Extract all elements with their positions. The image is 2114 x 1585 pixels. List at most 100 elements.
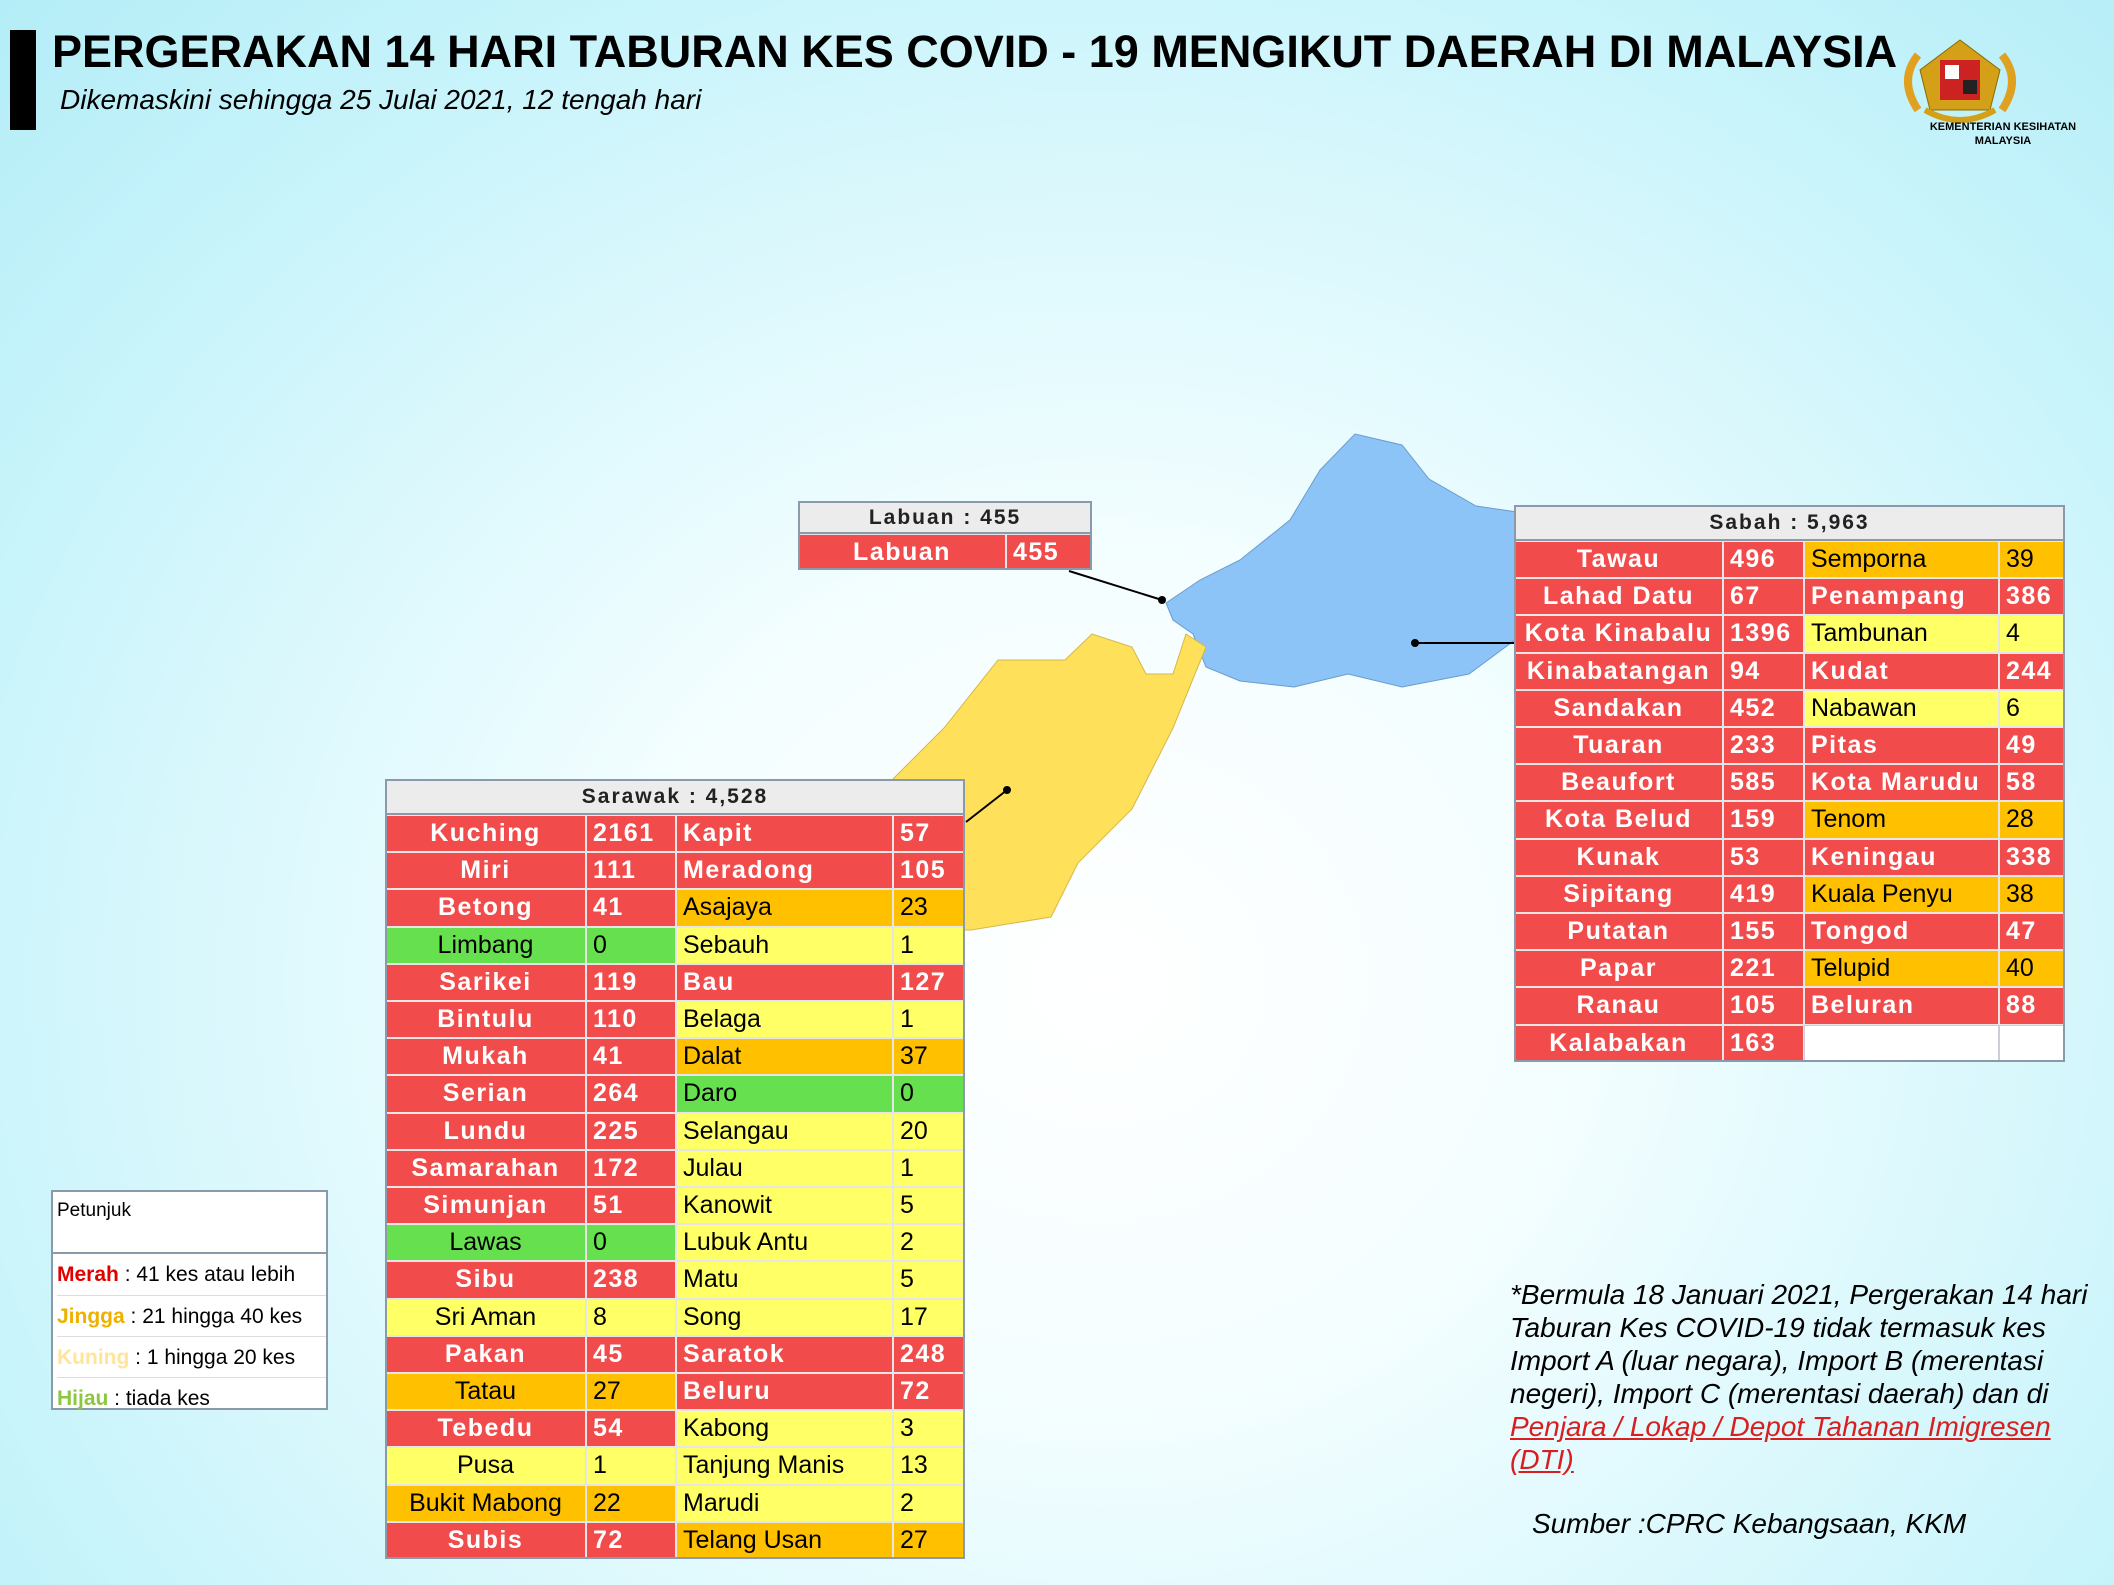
- district-name: Kota Marudu: [1804, 764, 1999, 802]
- note-line: Import A (luar negara), Import B (merent…: [1510, 1345, 2044, 1376]
- sabah-dot: [1411, 639, 1419, 647]
- district-name: Tenom: [1804, 801, 1999, 839]
- district-name: Sibu: [385, 1261, 586, 1299]
- case-count: 22: [586, 1484, 676, 1522]
- case-count: 172: [586, 1149, 676, 1187]
- table-frame: [1514, 505, 2065, 1062]
- case-count: 225: [586, 1112, 676, 1150]
- case-count: 8: [586, 1298, 676, 1336]
- legend-divider: [53, 1252, 326, 1254]
- case-count: 3: [893, 1410, 965, 1448]
- case-count: 0: [586, 926, 676, 964]
- case-count: 159: [1723, 801, 1804, 839]
- district-name: Semporna: [1804, 541, 1999, 579]
- legend-text: : 21 hingga 40 kes: [124, 1304, 303, 1328]
- district-name: Dalat: [676, 1038, 893, 1076]
- district-name: Tatau: [385, 1373, 586, 1411]
- district-name: Pusa: [385, 1447, 586, 1485]
- case-count: 27: [586, 1373, 676, 1411]
- case-count: 105: [1723, 987, 1804, 1025]
- district-name: Kunak: [1514, 838, 1723, 876]
- case-count: 419: [1723, 875, 1804, 913]
- legend-item: Kuning : 1 hingga 20 kes: [57, 1336, 326, 1378]
- district-name: Nabawan: [1804, 689, 1999, 727]
- note-line: Taburan Kes COVID-19 tidak termasuk kes: [1510, 1312, 2046, 1343]
- district-name: Telang Usan: [676, 1521, 893, 1559]
- case-count: 111: [586, 852, 676, 890]
- legend: Petunjuk Merah : 41 kes atau lebih Jingga…: [51, 1190, 328, 1410]
- district-name: Kota Belud: [1514, 801, 1723, 839]
- district-name: Asajaya: [676, 889, 893, 927]
- district-name: Bukit Mabong: [385, 1484, 586, 1522]
- district-name: Tuaran: [1514, 727, 1723, 765]
- legend-text: : 41 kes atau lebih: [118, 1262, 296, 1286]
- case-count: 45: [586, 1335, 676, 1373]
- legend-label: Kuning: [57, 1345, 130, 1369]
- district-name: Telupid: [1804, 950, 1999, 988]
- case-count: 105: [893, 852, 965, 890]
- district-name: Simunjan: [385, 1187, 586, 1225]
- district-name: Pitas: [1804, 727, 1999, 765]
- district-name: Lawas: [385, 1224, 586, 1262]
- case-count: 1: [586, 1447, 676, 1485]
- empty-cell: [1804, 1024, 1999, 1062]
- case-count: 57: [893, 815, 965, 853]
- case-count: 51: [586, 1187, 676, 1225]
- case-count: 37: [893, 1038, 965, 1076]
- district-name: Lahad Datu: [1514, 578, 1723, 616]
- district-name: Ranau: [1514, 987, 1723, 1025]
- district-name: Kapit: [676, 815, 893, 853]
- case-count: 40: [1999, 950, 2065, 988]
- district-name: Penampang: [1804, 578, 1999, 616]
- case-count: 13: [893, 1447, 965, 1485]
- district-name: Putatan: [1514, 913, 1723, 951]
- district-name: Pakan: [385, 1335, 586, 1373]
- note-link: Penjara / Lokap / Depot Tahanan Imigrese…: [1510, 1411, 2051, 1442]
- case-count: 72: [586, 1521, 676, 1559]
- sarawak-dot: [1003, 786, 1011, 794]
- case-count: 88: [1999, 987, 2065, 1025]
- legend-label: Merah: [57, 1262, 119, 1286]
- legend-text: : 1 hingga 20 kes: [129, 1345, 296, 1369]
- district-name: Bau: [676, 963, 893, 1001]
- table-title: Sarawak : 4,528: [385, 779, 965, 815]
- case-count: 233: [1723, 727, 1804, 765]
- district-name: Betong: [385, 889, 586, 927]
- case-count: 2: [893, 1484, 965, 1522]
- table-frame: [385, 779, 965, 1559]
- sabah-map: [1165, 433, 1531, 688]
- case-count: 5: [893, 1187, 965, 1225]
- district-name: Tawau: [1514, 541, 1723, 579]
- note: *Bermula 18 Januari 2021, Pergerakan 14 …: [1510, 1278, 2087, 1476]
- case-count: 1: [893, 1149, 965, 1187]
- district-name: Mukah: [385, 1038, 586, 1076]
- district-name: Beluru: [676, 1373, 893, 1411]
- district-name: Beluran: [1804, 987, 1999, 1025]
- case-count: 119: [586, 963, 676, 1001]
- case-count: 94: [1723, 652, 1804, 690]
- legend-item: Merah : 41 kes atau lebih: [57, 1254, 326, 1295]
- district-name: Saratok: [676, 1335, 893, 1373]
- district-name: Samarahan: [385, 1149, 586, 1187]
- district-name: Kuching: [385, 815, 586, 853]
- case-count: 0: [893, 1075, 965, 1113]
- case-count: 1: [893, 926, 965, 964]
- case-count: 72: [893, 1373, 965, 1411]
- district-name: Song: [676, 1298, 893, 1336]
- district-name: Selangau: [676, 1112, 893, 1150]
- case-count: 238: [586, 1261, 676, 1299]
- case-count: 110: [586, 1001, 676, 1039]
- district-name: Daro: [676, 1075, 893, 1113]
- district-name: Sebauh: [676, 926, 893, 964]
- district-name: Belaga: [676, 1001, 893, 1039]
- note-line: negeri), Import C (merentasi daerah) dan…: [1510, 1378, 2049, 1409]
- district-name: Kabong: [676, 1410, 893, 1448]
- district-name: Miri: [385, 852, 586, 890]
- district-name: Kota Kinabalu: [1514, 615, 1723, 653]
- legend-label: Hijau: [57, 1386, 109, 1410]
- case-count: 53: [1723, 838, 1804, 876]
- case-count: 39: [1999, 541, 2065, 579]
- case-count: 248: [893, 1335, 965, 1373]
- case-count: 496: [1723, 541, 1804, 579]
